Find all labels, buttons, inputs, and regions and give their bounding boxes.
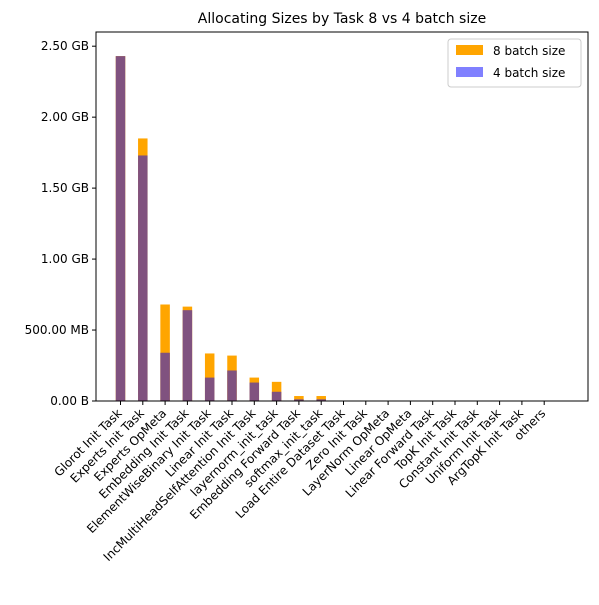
bar-4-batch: [227, 370, 237, 401]
legend-label: 8 batch size: [493, 44, 565, 58]
axes-layer: 0.00 B 500.00 MB 1.00 GB 1.50 GB 2.00 GB 2.50…: [25, 31, 589, 564]
bar-4-batch: [182, 310, 193, 401]
y-tick-label: 1.50 GB: [41, 181, 89, 195]
bar-4-batch: [294, 399, 304, 401]
y-tick-label: 2.00 GB: [41, 110, 89, 124]
bar-4-batch: [160, 352, 170, 401]
bar-4-batch: [271, 391, 282, 401]
legend: 8 batch size 4 batch size: [447, 38, 582, 88]
plot-frame: [95, 31, 589, 402]
legend-swatch: [456, 67, 483, 77]
chart-title: Allocating Sizes by Task 8 vs 4 batch si…: [198, 11, 486, 27]
bar-4-batch: [115, 56, 126, 401]
bars-layer: [115, 56, 326, 401]
bar-8-batch: [294, 396, 304, 401]
bar-8-batch: [204, 353, 215, 401]
bar-8-batch: [271, 381, 282, 401]
legend-label: 4 batch size: [493, 66, 565, 80]
bar-8-batch: [316, 396, 326, 401]
bar-4-batch: [204, 377, 215, 401]
y-tick-label: 0.00 B: [50, 394, 89, 408]
y-tick-label: 1.00 GB: [41, 252, 89, 266]
y-tick-label: 2.50 GB: [41, 39, 89, 53]
bar-4-batch: [316, 399, 326, 401]
y-tick-label: 500.00 MB: [25, 323, 89, 337]
bar-4-batch: [249, 382, 260, 401]
legend-swatch: [456, 45, 483, 55]
bar-4-batch: [138, 155, 148, 401]
